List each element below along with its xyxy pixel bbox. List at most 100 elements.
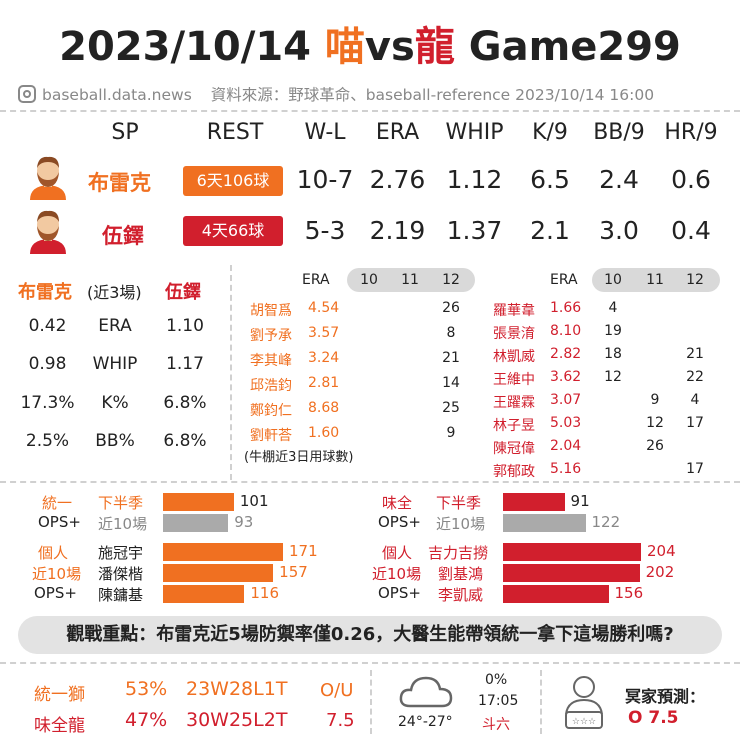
bullpen-pitches: 9	[650, 392, 660, 408]
ops-bar-label: 下半季	[98, 494, 144, 512]
team-pct: 53%	[125, 678, 168, 700]
bullpen-pitches: 22	[686, 369, 704, 385]
bullpen-era-header: ERA	[550, 272, 578, 288]
ops-bar-value: 116	[250, 584, 280, 602]
ops-bar	[163, 564, 274, 582]
bullpen-pitcher-era: 5.16	[550, 461, 582, 477]
divider	[230, 265, 232, 480]
ops-team-label: 味全	[382, 494, 413, 512]
recent-stat-label: BB%	[95, 431, 135, 451]
bullpen-pitcher-name: 林子昱	[493, 418, 535, 434]
source-credit: 資料來源：野球革命、baseball-reference 2023/10/14 …	[210, 86, 655, 104]
bullpen-pitcher-era: 2.04	[550, 438, 582, 454]
recent-left-name: 布雷克	[18, 282, 72, 303]
bullpen-pitcher-era: 4.54	[308, 300, 340, 316]
bullpen-pitches: 14	[442, 375, 460, 391]
ops-bar	[163, 493, 234, 511]
team-name: 味全龍	[34, 716, 85, 736]
ops-bar	[503, 514, 586, 532]
team-record: 30W25L2T	[186, 709, 288, 731]
recent-right-name: 伍鐸	[165, 282, 201, 303]
bullpen-pitcher-era: 3.62	[550, 369, 582, 385]
header-bb9: BB/9	[593, 120, 645, 145]
sp-row2-whip: 1.37	[446, 216, 503, 245]
bullpen-pitcher-name: 林凱威	[493, 349, 535, 365]
ops-bar-value: 204	[647, 542, 676, 560]
instagram-icon	[18, 85, 36, 103]
ops-bar-value: 93	[234, 513, 254, 531]
divider	[370, 670, 372, 734]
venue: 斗六	[482, 717, 510, 733]
ops-bar-value: 101	[239, 492, 269, 510]
svg-text:☆☆☆: ☆☆☆	[572, 717, 596, 727]
sp-row1-k9: 6.5	[530, 165, 570, 194]
bullpen-pitches: 4	[690, 392, 700, 408]
game-time: 17:05	[478, 693, 519, 709]
bullpen-pitcher-name: 張景淯	[493, 326, 535, 342]
days-pill	[347, 268, 475, 292]
bullpen-pitches: 26	[442, 300, 460, 316]
ops-ind-label: OPS+	[34, 584, 77, 602]
header-hr9: HR/9	[664, 120, 718, 145]
bullpen-pitcher-name: 郭郁政	[493, 464, 535, 480]
sp-row2-rest: 4天66球	[183, 216, 283, 246]
bullpen-era-header: ERA	[302, 272, 330, 288]
sp-row1-name: 布雷克	[88, 171, 151, 195]
bullpen-pitches: 18	[604, 346, 622, 362]
avatar-icon	[30, 210, 66, 254]
ops-bar-label: 近10場	[98, 515, 148, 533]
bullpen-pitcher-era: 3.57	[308, 325, 340, 341]
sp-row1-rest: 6天106球	[183, 166, 283, 196]
sp-row2-bb9: 3.0	[599, 216, 639, 245]
predictor-icon: ☆☆☆	[565, 676, 603, 729]
recent-stat-label: K%	[101, 393, 129, 413]
bullpen-pitcher-name: 羅華韋	[493, 303, 535, 319]
source-line: baseball.data.news 資料來源：野球革命、baseball-re…	[18, 83, 654, 105]
divider	[0, 662, 740, 664]
ops-bar	[503, 493, 565, 511]
header-rest: REST	[206, 120, 264, 145]
bullpen-pitches: 26	[646, 438, 664, 454]
ops-team-sub: OPS+	[38, 513, 81, 531]
weather-rain: 0%	[485, 672, 508, 688]
bullpen-pitcher-era: 8.10	[550, 323, 582, 339]
ops-ind-label: 個人	[382, 544, 413, 562]
divider	[0, 481, 740, 483]
sp-row2-k9: 2.1	[530, 216, 570, 245]
bullpen-pitcher-name: 陳冠偉	[493, 441, 535, 457]
days-pill	[592, 268, 720, 292]
player-name: 施冠宇	[98, 544, 144, 562]
recent-left-value: 17.3%	[20, 393, 75, 413]
sp-row2-wl: 5-3	[304, 216, 346, 245]
day-header: 10	[604, 272, 622, 288]
title-team-b: 龍	[414, 24, 455, 70]
bullpen-pitcher-era: 5.03	[550, 415, 582, 431]
recent-right-value: 1.10	[166, 316, 204, 336]
bullpen-pitches: 8	[446, 325, 456, 341]
recent-right-value: 1.17	[166, 354, 204, 374]
title-game: Game299	[468, 24, 681, 70]
ops-bar-label: 近10場	[436, 515, 486, 533]
ops-ind-label: OPS+	[378, 584, 421, 602]
title-vs: vs	[364, 24, 415, 70]
sp-row1-whip: 1.12	[446, 165, 503, 194]
header-sp: SP	[111, 120, 139, 145]
ops-bar-value: 91	[570, 492, 590, 510]
bullpen-pitcher-era: 1.60	[308, 425, 340, 441]
predict-label: 冥家預測：	[625, 687, 706, 706]
sp-row1-bb9: 2.4	[599, 165, 639, 194]
player-name: 吉力吉撈	[428, 544, 489, 562]
bullpen-pitcher-era: 3.24	[308, 350, 340, 366]
player-name: 李凱威	[438, 586, 484, 604]
recent-left-value: 2.5%	[25, 431, 70, 451]
ops-bar	[163, 543, 283, 561]
recent-left-value: 0.98	[28, 354, 67, 374]
divider	[540, 670, 542, 734]
ops-bar	[503, 543, 641, 561]
day-header: 11	[401, 272, 419, 288]
player-name: 劉基鴻	[438, 565, 484, 583]
bullpen-pitcher-name: 邱浩鈞	[250, 378, 292, 394]
bullpen-pitches: 21	[442, 350, 460, 366]
ops-bar-value: 122	[591, 513, 621, 531]
bullpen-pitches: 9	[446, 425, 456, 441]
